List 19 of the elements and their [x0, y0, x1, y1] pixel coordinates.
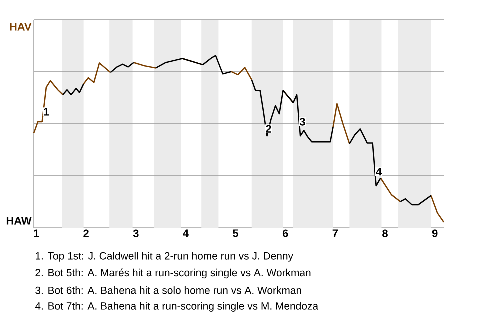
text: HAV — [10, 23, 32, 31]
x-tick-label: 5 — [233, 230, 239, 238]
x-tick-label: 7 — [332, 230, 338, 238]
x-tick-label: 4 — [183, 230, 189, 238]
x-tick-label: 9 — [432, 230, 438, 238]
annotation: 4 — [376, 168, 382, 176]
x-tick-label: 2 — [84, 230, 89, 238]
annotation: 3 — [300, 118, 306, 126]
text: HAW — [6, 217, 32, 225]
annotation: 2 — [266, 125, 272, 133]
x-tick-label: 3 — [133, 230, 139, 238]
text: 3. Bot 6th: A. Bahena hit a solo home run vs A. Workman — [36, 286, 302, 294]
annotation: 1 — [44, 108, 50, 116]
text: 4. Bot 7th: A. Bahena hit a run-scoring single vs M. Mendoza — [35, 302, 319, 312]
text: 2. Bot 5th: A. Marés hit a run-scoring single vs A. Workman — [36, 268, 311, 279]
x-tick-label: 8 — [382, 230, 388, 238]
x-tick-label: 1 — [34, 230, 40, 238]
x-tick-label: 6 — [282, 230, 288, 238]
text: 1. Top 1st: J. Caldwell hit a 2-run home run vs J. Denny — [36, 252, 294, 262]
